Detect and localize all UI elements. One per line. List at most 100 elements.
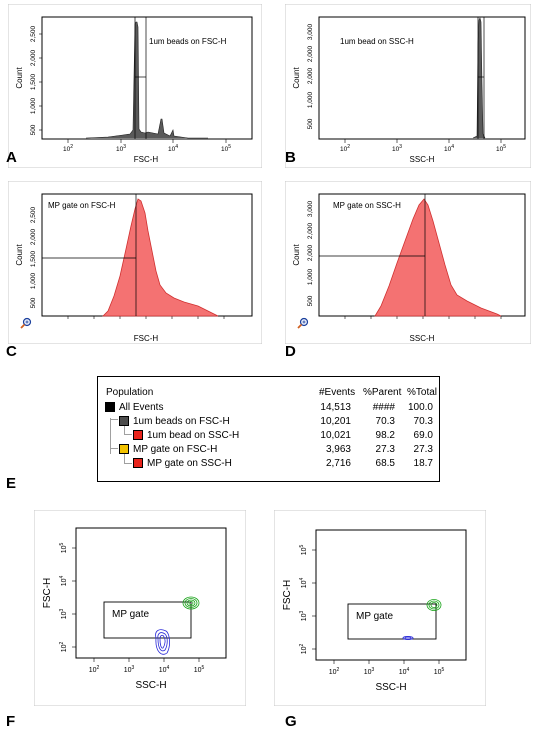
table-row[interactable]: 1um beads on FSC-H 10,201 70.3 70.3: [98, 415, 439, 429]
table-row[interactable]: MP gate on FSC-H 3,963 27.3 27.3: [98, 443, 439, 457]
plot-title: MP gate on FSC-H: [48, 201, 116, 210]
total-cell: 27.3: [413, 444, 433, 455]
y-tick-label: 102: [59, 641, 68, 652]
events-cell: 2,716: [325, 458, 351, 469]
x-tick-label: 104: [159, 665, 170, 674]
y-tick-label: 2,500: [30, 25, 37, 42]
panel-b: 500 1,000 2,000 2,000 3,000 Count 102 10…: [284, 3, 532, 169]
x-tick-label: 102: [63, 144, 73, 153]
events-cell: 14,513: [320, 402, 351, 413]
x-tick-label: 104: [168, 144, 178, 153]
x-tick-label: 103: [392, 144, 402, 153]
population-color-swatch: [119, 444, 129, 454]
table-row[interactable]: 1um bead on SSC-H 10,021 98.2 69.0: [98, 429, 439, 443]
population-table: Population #Events %Parent %Total All Ev…: [97, 376, 440, 482]
panel-letter-f: F: [6, 713, 16, 730]
contour-plot-g: 102 103 104 105 102 103 104 105 FSC-H SS…: [273, 509, 487, 707]
y-tick-label: 1,000: [30, 272, 37, 289]
panel-d: 500 1,000 2,000 2,000 3,000 Count SSC-H …: [284, 180, 532, 345]
events-cell: 10,201: [320, 416, 351, 427]
tree-connector: [124, 434, 132, 435]
histogram-trace: [85, 21, 208, 139]
x-axis-label: SSC-H: [375, 682, 406, 693]
histogram-d: 500 1,000 2,000 2,000 3,000 Count SSC-H …: [284, 180, 532, 345]
x-tick-label: 102: [89, 665, 100, 674]
x-axis-label: SSC-H: [410, 334, 435, 343]
tree-connector: [124, 463, 132, 464]
mp-gate-rectangle: [103, 601, 192, 639]
y-tick-label: 2,000: [307, 222, 314, 239]
contour-plot-f: 102 103 104 105 102 103 104 105 FSC-H SS…: [33, 509, 247, 707]
events-cell: 10,021: [320, 430, 351, 441]
tree-connector: [110, 419, 118, 420]
x-tick-label: 104: [444, 144, 454, 153]
mp-population-contour: [155, 629, 170, 655]
histogram-trace: [472, 17, 486, 139]
y-tick-label: 2,000: [30, 228, 37, 245]
panel-letter-d: D: [285, 343, 296, 360]
y-tick-label: 500: [307, 118, 314, 129]
population-name: MP gate on FSC-H: [133, 444, 218, 455]
plot-title: 1um beads on FSC-H: [149, 37, 227, 46]
y-tick-label: 500: [30, 124, 37, 135]
magnifier-icon[interactable]: [20, 317, 32, 329]
header-total: %Total: [407, 387, 438, 398]
table-row[interactable]: MP gate on SSC-H 2,716 68.5 18.7: [98, 457, 439, 471]
y-axis-label: Count: [15, 67, 24, 89]
tree-connector: [110, 418, 111, 454]
parent-cell: ####: [372, 402, 395, 413]
x-tick-label: 103: [116, 144, 126, 153]
x-tick-label: 105: [221, 144, 231, 153]
tree-connector: [110, 448, 118, 449]
total-cell: 100.0: [407, 402, 433, 413]
y-tick-label: 1,500: [30, 73, 37, 90]
y-tick-label: 102: [299, 643, 308, 654]
header-population: Population: [106, 387, 154, 398]
y-axis-label: Count: [292, 244, 301, 266]
x-axis-label: FSC-H: [134, 334, 159, 343]
panel-letter-e: E: [6, 475, 17, 492]
panel-g: 102 103 104 105 102 103 104 105 FSC-H SS…: [273, 509, 487, 707]
y-tick-label: 2,000: [307, 45, 314, 62]
panel-c: 500 1,000 1,500 2,000 2,500 Count FSC-H …: [7, 180, 263, 345]
population-name: MP gate on SSC-H: [147, 458, 232, 469]
parent-cell: 27.3: [375, 444, 395, 455]
population-color-swatch: [119, 416, 129, 426]
panel-letter-c: C: [6, 343, 17, 360]
beads-population-contour: [182, 596, 200, 610]
x-tick-label: 104: [399, 667, 410, 676]
tree-connector: [124, 454, 125, 464]
total-cell: 69.0: [413, 430, 433, 441]
x-tick-label: 105: [496, 144, 506, 153]
y-tick-label: 104: [299, 577, 308, 588]
x-axis-label: FSC-H: [134, 155, 159, 164]
x-tick-label: 103: [364, 667, 375, 676]
y-tick-label: 1,500: [30, 250, 37, 267]
x-axis-label: SSC-H: [410, 155, 435, 164]
y-axis-label: Count: [15, 244, 24, 266]
y-ticks-a: 500 1,000 1,500 2,000 2,500: [30, 25, 37, 135]
parent-cell: 70.3: [375, 416, 395, 427]
x-tick-label: 105: [434, 667, 445, 676]
x-axis-label: SSC-H: [135, 680, 166, 691]
y-tick-label: 3,000: [307, 23, 314, 40]
table-row[interactable]: All Events 14,513 #### 100.0: [98, 401, 439, 415]
population-name: 1um bead on SSC-H: [147, 430, 240, 441]
y-tick-label: 2,000: [30, 49, 37, 66]
y-tick-label: 500: [30, 297, 37, 308]
y-tick-label: 103: [299, 610, 308, 621]
population-color-swatch: [133, 430, 143, 440]
events-cell: 3,963: [325, 444, 351, 455]
mp-gate-rectangle: [347, 603, 437, 640]
y-tick-label: 104: [59, 575, 68, 586]
magnifier-icon[interactable]: [297, 317, 309, 329]
panel-letter-b: B: [285, 149, 296, 166]
population-color-swatch: [105, 402, 115, 412]
gate-label: MP gate: [356, 611, 393, 622]
y-tick-label: 103: [59, 608, 68, 619]
gate-label: MP gate: [112, 609, 149, 620]
y-tick-label: 2,000: [307, 244, 314, 261]
plot-title: 1um bead on SSC-H: [340, 37, 414, 46]
panel-letter-g: G: [285, 713, 297, 730]
x-tick-label: 102: [340, 144, 350, 153]
